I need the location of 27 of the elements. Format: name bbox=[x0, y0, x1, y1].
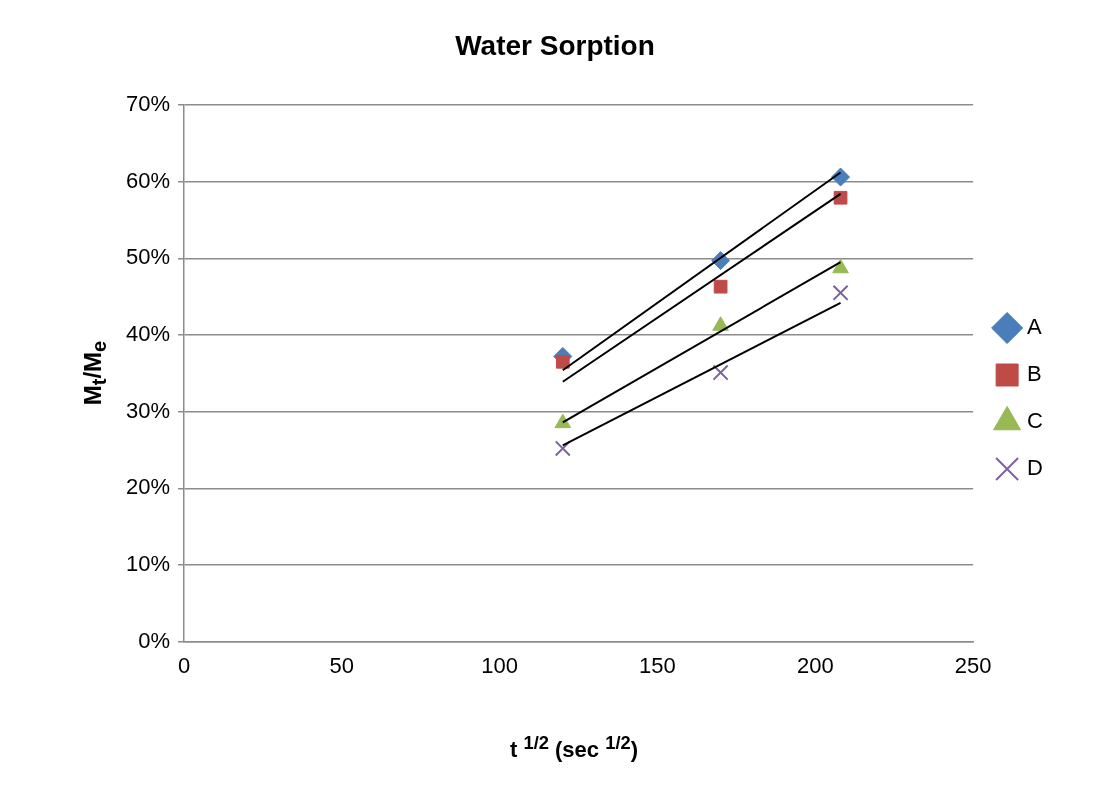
y-tick-label: 40% bbox=[125, 321, 171, 347]
legend-label: A bbox=[1027, 314, 1043, 340]
y-tick-label: 50% bbox=[125, 244, 171, 270]
x-tick-label: 150 bbox=[639, 652, 676, 678]
x-tick-label: 250 bbox=[954, 652, 992, 678]
point bbox=[554, 413, 572, 429]
point bbox=[832, 258, 849, 274]
y-tick-label: 70% bbox=[125, 91, 171, 117]
x-tick-label: 50 bbox=[329, 652, 355, 678]
x-tick-label: 0 bbox=[177, 652, 191, 678]
y-tick-label: 0% bbox=[138, 627, 171, 653]
y-tick-label: 30% bbox=[125, 397, 171, 423]
x-tick-label: 200 bbox=[796, 652, 834, 678]
point bbox=[713, 279, 728, 294]
y-tick-label: 10% bbox=[125, 551, 171, 577]
point bbox=[555, 354, 570, 369]
chart-title: Water Sorption bbox=[454, 30, 656, 62]
point bbox=[832, 284, 849, 301]
x-axis-title: t $^{1/2}$ (sec $^{1/2}$) bbox=[509, 732, 639, 764]
point bbox=[712, 364, 729, 381]
y-tick-label: 20% bbox=[125, 474, 171, 500]
legend-label: D bbox=[1027, 455, 1043, 481]
x-tick-label: 100 bbox=[481, 652, 519, 678]
point bbox=[554, 440, 571, 457]
legend-label: C bbox=[1027, 408, 1044, 434]
legend-label: B bbox=[1027, 361, 1042, 387]
y-tick-label: 60% bbox=[125, 167, 171, 193]
